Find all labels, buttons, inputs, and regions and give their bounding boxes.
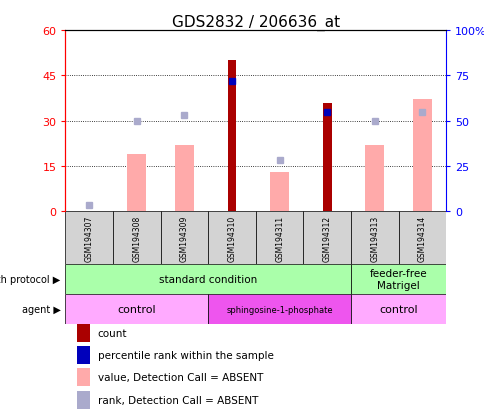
Text: rank, Detection Call = ABSENT: rank, Detection Call = ABSENT <box>98 395 257 405</box>
Bar <box>77 347 90 364</box>
Text: GSM194307: GSM194307 <box>85 215 93 261</box>
Bar <box>303 211 350 265</box>
Bar <box>227 61 236 211</box>
Bar <box>208 294 350 324</box>
Bar <box>113 211 160 265</box>
Bar <box>364 145 383 211</box>
Bar <box>256 211 303 265</box>
Bar <box>398 211 445 265</box>
Text: percentile rank within the sample: percentile rank within the sample <box>98 350 273 360</box>
Title: GDS2832 / 206636_at: GDS2832 / 206636_at <box>171 15 339 31</box>
Text: count: count <box>98 328 127 338</box>
Text: agent ▶: agent ▶ <box>22 304 60 314</box>
Text: GSM194314: GSM194314 <box>417 215 426 261</box>
Bar <box>127 154 146 211</box>
Text: GSM194311: GSM194311 <box>274 215 284 261</box>
Text: control: control <box>378 304 417 314</box>
Text: GSM194310: GSM194310 <box>227 215 236 261</box>
Bar <box>208 211 256 265</box>
Bar <box>160 211 208 265</box>
Text: growth protocol ▶: growth protocol ▶ <box>0 275 60 285</box>
Text: GSM194309: GSM194309 <box>180 215 189 261</box>
Bar <box>412 100 431 211</box>
Text: value, Detection Call = ABSENT: value, Detection Call = ABSENT <box>98 373 263 382</box>
Bar <box>77 324 90 342</box>
Text: feeder-free
Matrigel: feeder-free Matrigel <box>369 269 426 290</box>
Bar <box>65 211 113 265</box>
Bar <box>350 294 445 324</box>
Bar <box>77 391 90 408</box>
Bar <box>350 211 398 265</box>
Bar <box>77 368 90 387</box>
Text: standard condition: standard condition <box>159 275 257 285</box>
Bar <box>350 265 445 294</box>
Bar <box>175 145 194 211</box>
Text: GSM194308: GSM194308 <box>132 215 141 261</box>
Text: sphingosine-1-phosphate: sphingosine-1-phosphate <box>226 305 332 314</box>
Bar <box>322 103 331 211</box>
Text: GSM194313: GSM194313 <box>370 215 378 261</box>
Bar <box>65 294 208 324</box>
Bar <box>270 172 288 211</box>
Bar <box>65 265 350 294</box>
Text: control: control <box>117 304 156 314</box>
Text: GSM194312: GSM194312 <box>322 215 331 261</box>
